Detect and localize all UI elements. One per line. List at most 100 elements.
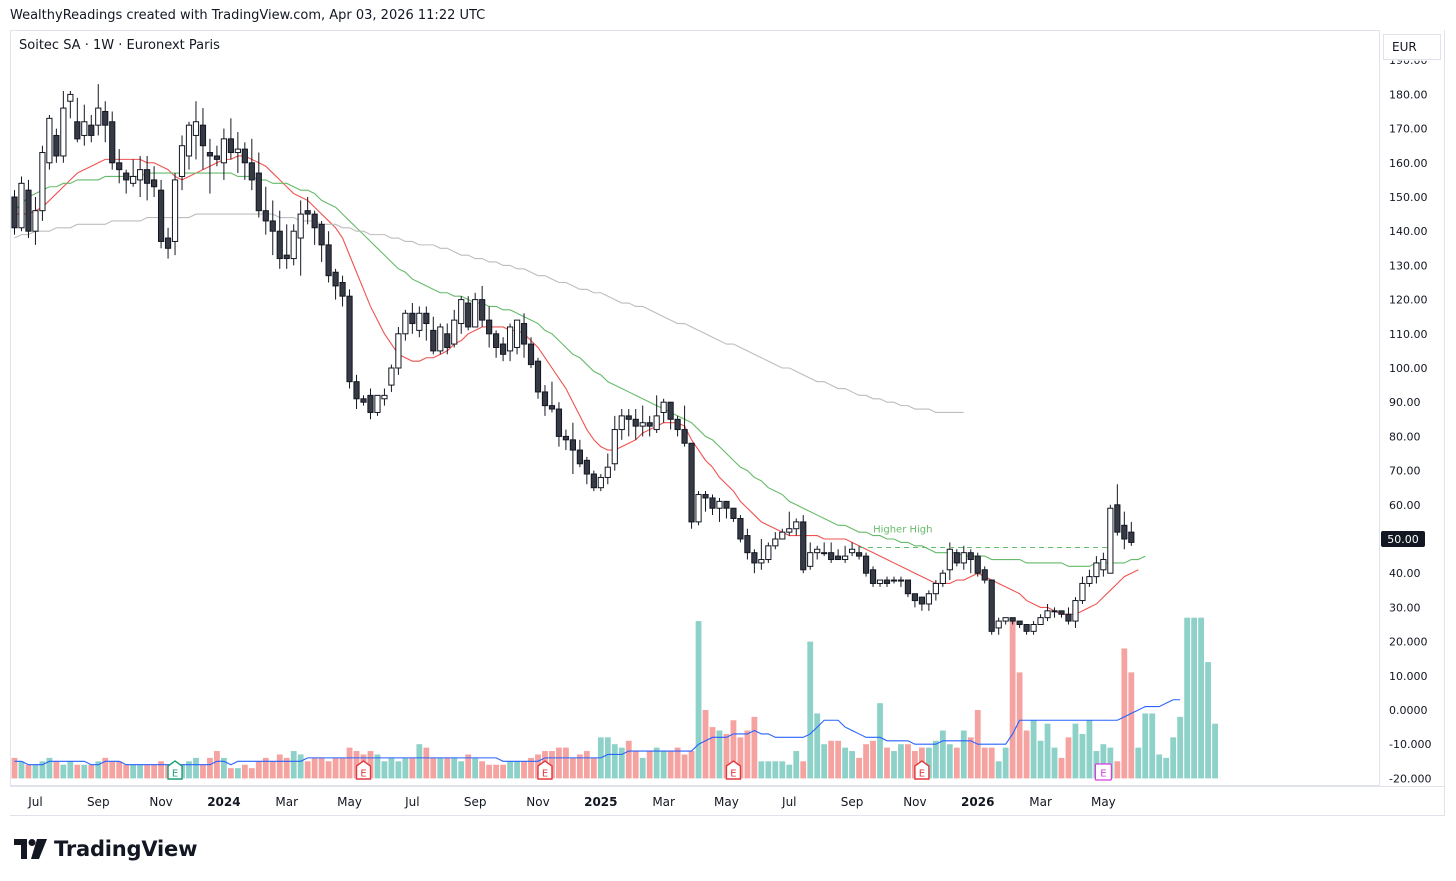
- chart-pane[interactable]: [10, 30, 1379, 786]
- candle: [646, 415, 653, 437]
- price-tick-label: 20.000: [1389, 636, 1428, 649]
- currency-button[interactable]: EUR: [1383, 34, 1441, 60]
- candle-body: [130, 175, 137, 184]
- volume-bar: [828, 740, 835, 779]
- candle-body: [388, 367, 395, 386]
- volume-bar: [1191, 617, 1198, 779]
- candle: [402, 309, 409, 341]
- volume-bar: [563, 747, 569, 779]
- volume-bar: [521, 761, 527, 779]
- candle: [527, 337, 535, 368]
- candle-body: [1114, 504, 1121, 533]
- candle: [269, 200, 276, 256]
- candle-body: [304, 210, 311, 215]
- candle-body: [779, 531, 786, 540]
- candle: [1065, 607, 1072, 625]
- candle-body: [890, 579, 898, 582]
- volume-bar: [186, 761, 192, 779]
- candle-body: [897, 579, 905, 582]
- candle-body: [527, 343, 535, 366]
- candle-body: [325, 244, 332, 277]
- volume-bar: [346, 747, 353, 779]
- time-tick-label: Jul: [27, 795, 42, 809]
- candle-body: [576, 449, 583, 465]
- candle: [409, 303, 416, 334]
- volume-bar: [590, 757, 597, 779]
- candle: [25, 179, 32, 239]
- candle-body: [409, 312, 416, 325]
- candle-body: [381, 394, 388, 400]
- candle: [1114, 484, 1121, 536]
- candle-body: [185, 124, 193, 157]
- volume-bar: [1135, 747, 1142, 779]
- candle: [1100, 552, 1107, 577]
- candle: [1037, 614, 1044, 625]
- candle-body: [1051, 610, 1058, 613]
- candle: [1058, 610, 1065, 618]
- volume-bar: [32, 764, 39, 779]
- candle-body: [437, 326, 444, 352]
- volume-bar: [374, 754, 381, 779]
- volume-bar: [898, 744, 904, 779]
- candle: [206, 138, 214, 194]
- candle-body: [758, 559, 765, 564]
- candle-body: [109, 121, 116, 164]
- candle-body: [374, 394, 381, 413]
- volume-bar: [1149, 713, 1156, 779]
- candle: [353, 374, 360, 410]
- candle: [814, 545, 821, 560]
- candle: [151, 166, 158, 197]
- volume-bar: [123, 764, 130, 779]
- candle-body: [137, 169, 144, 181]
- candle-body: [660, 401, 667, 413]
- candle-body: [123, 172, 130, 181]
- volume-bar: [81, 764, 88, 779]
- candle-body: [151, 179, 158, 188]
- candle: [60, 90, 67, 163]
- volume-bar: [318, 757, 325, 779]
- price-tick-label: 0.0000: [1389, 704, 1428, 717]
- candle-body: [646, 422, 653, 427]
- tradingview-logo[interactable]: TradingView: [14, 836, 197, 862]
- candle-body: [793, 521, 800, 530]
- candle: [144, 155, 151, 201]
- volume-bar: [1177, 716, 1184, 779]
- candle-body: [46, 117, 53, 164]
- candle: [199, 108, 207, 170]
- volume-bar: [486, 764, 493, 779]
- volume-bar: [981, 747, 988, 779]
- volume-bar: [493, 764, 500, 779]
- volume-bar: [507, 761, 513, 779]
- volume-bar: [11, 757, 18, 779]
- volume-bar: [786, 764, 793, 779]
- volume-bar: [556, 747, 562, 779]
- volume-bar: [53, 761, 60, 779]
- candle: [869, 566, 877, 587]
- candle: [74, 97, 81, 143]
- candle: [116, 149, 123, 184]
- volume-bar: [1072, 723, 1079, 779]
- candle: [765, 542, 772, 563]
- symbol-legend[interactable]: Soitec SA · 1W · Euronext Paris: [19, 38, 220, 53]
- volume-bar: [653, 747, 660, 779]
- time-axis[interactable]: [10, 786, 1445, 816]
- candle-body: [814, 548, 821, 554]
- candle-body: [297, 213, 304, 239]
- volume-bar: [1184, 617, 1191, 779]
- price-tick-label: 110.00: [1389, 328, 1428, 341]
- volume-bar: [248, 768, 255, 779]
- volume-bar: [332, 757, 339, 779]
- candle: [807, 542, 814, 570]
- candle: [395, 326, 402, 375]
- volume-bar: [695, 621, 702, 779]
- candle-body: [220, 138, 228, 164]
- candle-body: [458, 299, 465, 325]
- candle-body: [555, 408, 563, 437]
- price-tick-label: 100.00: [1389, 362, 1428, 375]
- volume-bar: [276, 754, 283, 779]
- earnings-marker: E: [355, 760, 372, 780]
- volume-bar: [925, 747, 932, 779]
- candle-body: [821, 552, 828, 555]
- price-axis[interactable]: [1379, 30, 1445, 786]
- candle: [248, 138, 255, 191]
